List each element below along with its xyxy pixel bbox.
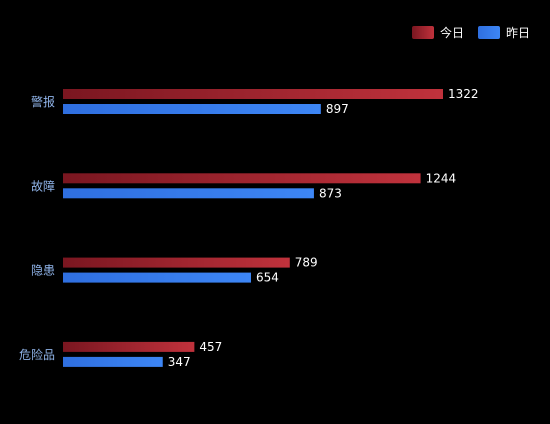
category-label: 故障 — [31, 178, 55, 193]
value-label-yesterday: 347 — [168, 355, 191, 369]
category-label: 警报 — [31, 94, 55, 109]
bar-today[interactable] — [63, 173, 421, 184]
value-label-yesterday: 873 — [319, 186, 342, 200]
value-label-today: 789 — [295, 256, 318, 270]
legend-label-today: 今日 — [439, 26, 464, 40]
bar-today[interactable] — [63, 257, 290, 268]
legend-swatch-yesterday — [477, 26, 500, 39]
value-label-today: 457 — [199, 340, 222, 354]
legend: 今日 昨日 — [411, 24, 530, 41]
bar-today[interactable] — [63, 341, 195, 352]
legend-swatch-today — [411, 26, 434, 39]
value-label-yesterday: 897 — [326, 102, 349, 116]
category-label: 危险品 — [19, 347, 55, 362]
legend-item-today[interactable]: 今日 — [411, 24, 464, 41]
value-label-yesterday: 654 — [256, 271, 279, 285]
category-label: 隐患 — [31, 264, 55, 278]
legend-item-yesterday[interactable]: 昨日 — [477, 24, 530, 41]
bar-yesterday[interactable] — [63, 272, 251, 283]
bar-yesterday[interactable] — [63, 104, 321, 114]
value-label-today: 1244 — [426, 171, 457, 185]
bar-today[interactable] — [63, 89, 443, 99]
legend-label-yesterday: 昨日 — [505, 26, 530, 40]
bar-yesterday[interactable] — [63, 188, 314, 199]
value-label-today: 1322 — [448, 87, 479, 101]
bar-yesterday[interactable] — [63, 356, 163, 367]
bars-layer: 警报 1322 897 故障 1244 873 隐患 789 654 危险品 457 347 — [19, 87, 479, 369]
